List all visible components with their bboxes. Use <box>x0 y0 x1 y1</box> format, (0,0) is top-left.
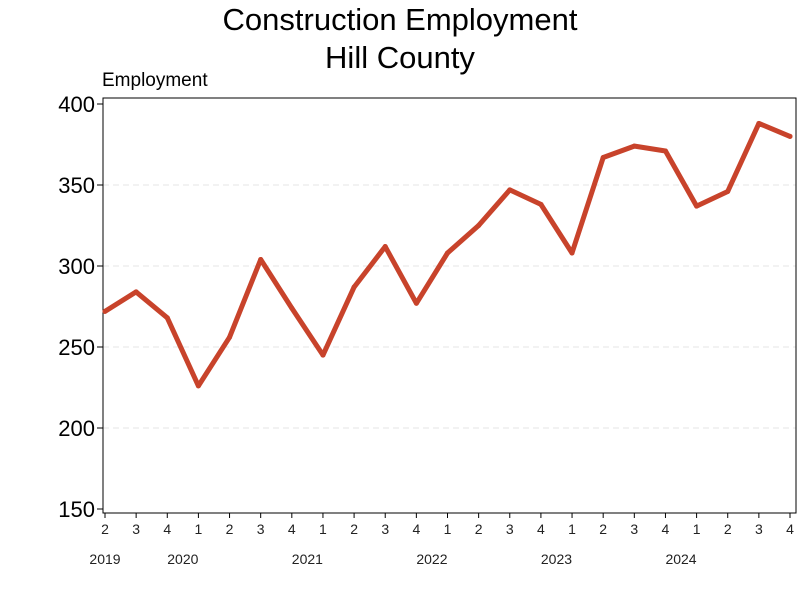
y-tick-label: 150 <box>58 497 95 522</box>
data-point <box>227 334 233 340</box>
data-point <box>413 300 419 306</box>
x-tick-label: 1 <box>444 521 452 537</box>
year-label: 2024 <box>665 551 696 567</box>
data-point <box>133 289 139 295</box>
x-tick-label: 2 <box>101 521 109 537</box>
data-point <box>164 315 170 321</box>
year-label: 2023 <box>541 551 572 567</box>
y-tick-label: 250 <box>58 335 95 360</box>
series-layer <box>102 120 793 389</box>
x-tick-label: 3 <box>506 521 514 537</box>
x-tick-label: 1 <box>319 521 327 537</box>
x-tick-label: 1 <box>568 521 576 537</box>
data-point <box>756 120 762 126</box>
y-axis-ticks: 150 200 250 300 350 400 <box>58 92 103 522</box>
year-label: 2022 <box>416 551 447 567</box>
year-label: 2021 <box>292 551 323 567</box>
x-tick-label: 2 <box>350 521 358 537</box>
data-point <box>538 201 544 207</box>
data-point <box>289 305 295 311</box>
data-point <box>382 244 388 250</box>
x-tick-label: 4 <box>786 521 794 537</box>
data-point <box>445 250 450 256</box>
data-point <box>195 383 201 389</box>
plot-frame <box>102 97 797 514</box>
data-point <box>662 148 668 154</box>
x-tick-label: 4 <box>288 521 296 537</box>
y-tick-label: 300 <box>58 254 95 279</box>
data-point <box>258 257 264 263</box>
x-tick-label: 2 <box>226 521 234 537</box>
y-tick-label: 400 <box>58 92 95 117</box>
x-tick-label: 1 <box>195 521 203 537</box>
data-point <box>102 308 108 314</box>
grid-layer <box>103 184 796 429</box>
x-tick-label: 2 <box>724 521 732 537</box>
x-tick-label: 3 <box>755 521 763 537</box>
data-point <box>320 352 326 358</box>
data-point <box>725 188 731 194</box>
x-axis-ticks: 2 3 4 1 2 3 4 1 2 3 4 1 2 3 4 1 2 3 4 1 2 3 4 2019 2020 2021 2022 2… <box>89 513 794 567</box>
data-point <box>631 143 637 149</box>
data-point <box>787 133 793 139</box>
x-tick-label: 4 <box>412 521 420 537</box>
x-tick-label: 2 <box>475 521 483 537</box>
data-point <box>351 284 357 290</box>
x-tick-label: 3 <box>132 521 140 537</box>
data-point <box>476 223 482 228</box>
x-tick-label: 3 <box>257 521 265 537</box>
y-tick-label: 200 <box>58 416 95 441</box>
x-tick-label: 3 <box>630 521 638 537</box>
x-tick-label: 4 <box>662 521 670 537</box>
y-axis-label: Employment <box>102 70 208 91</box>
data-point <box>694 203 700 209</box>
x-tick-label: 3 <box>381 521 389 537</box>
data-point <box>569 250 575 256</box>
x-tick-label: 4 <box>163 521 171 537</box>
chart-title-line-1: Construction Employment <box>223 2 578 37</box>
x-tick-label: 4 <box>537 521 545 537</box>
chart-title-line-2: Hill County <box>325 40 475 75</box>
y-tick-label: 350 <box>58 173 95 198</box>
data-point <box>600 154 606 160</box>
year-label: 2019 <box>89 551 120 567</box>
year-label: 2020 <box>167 551 198 567</box>
data-point <box>507 187 513 193</box>
x-tick-label: 1 <box>693 521 701 537</box>
x-tick-label: 2 <box>599 521 607 537</box>
